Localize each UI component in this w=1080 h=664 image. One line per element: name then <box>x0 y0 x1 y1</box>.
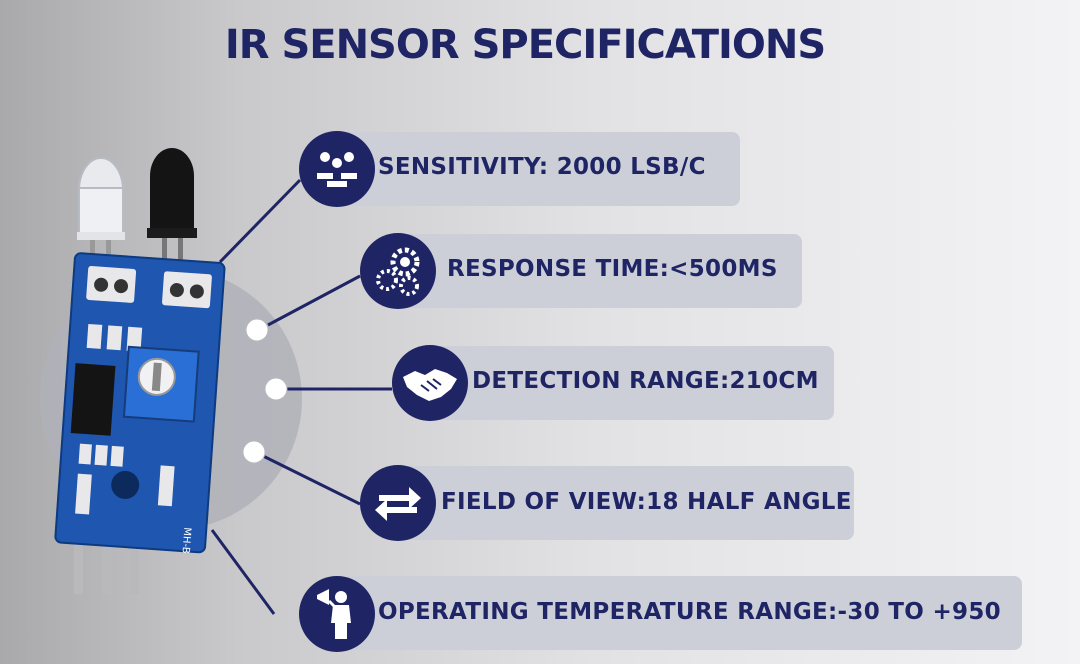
connector-node <box>245 318 269 342</box>
arrows-exchange-icon <box>375 487 421 521</box>
spec-pill-detection-range <box>418 346 834 420</box>
spec-pill-operating-temperature <box>326 576 1022 650</box>
spec-label-field-of-view: FIELD OF VIEW:18 HALF ANGLE <box>441 489 852 515</box>
connector-node <box>264 377 288 401</box>
spec-label-detection-range: DETECTION RANGE:210CM <box>472 368 819 394</box>
gears-icon <box>376 247 420 296</box>
ir-sensor-module-image: MH-B <box>54 148 226 594</box>
spec-icon-response-time <box>360 233 436 309</box>
spec-pill-sensitivity <box>326 132 740 206</box>
connector-node <box>242 440 266 464</box>
spec-icon-operating-temperature <box>299 576 375 652</box>
spec-pill-field-of-view <box>386 466 854 540</box>
spec-label-sensitivity: SENSITIVITY: 2000 LSB/C <box>378 154 706 180</box>
spec-icon-field-of-view <box>360 465 436 541</box>
board-model-text: MH-B <box>180 527 193 554</box>
spec-pill-response-time <box>386 234 802 308</box>
speaker-person-icon <box>317 589 351 639</box>
handshake-icon <box>403 369 457 401</box>
people-desks-icon <box>317 152 357 187</box>
spec-label-operating-temperature: OPERATING TEMPERATURE RANGE:-30 TO +950 <box>378 599 1001 625</box>
spec-icon-detection-range <box>392 345 468 421</box>
page-title: IR SENSOR SPECIFICATIONS <box>224 22 826 68</box>
spec-label-response-time: RESPONSE TIME:<500MS <box>447 256 778 282</box>
spec-icon-sensitivity <box>299 131 375 207</box>
